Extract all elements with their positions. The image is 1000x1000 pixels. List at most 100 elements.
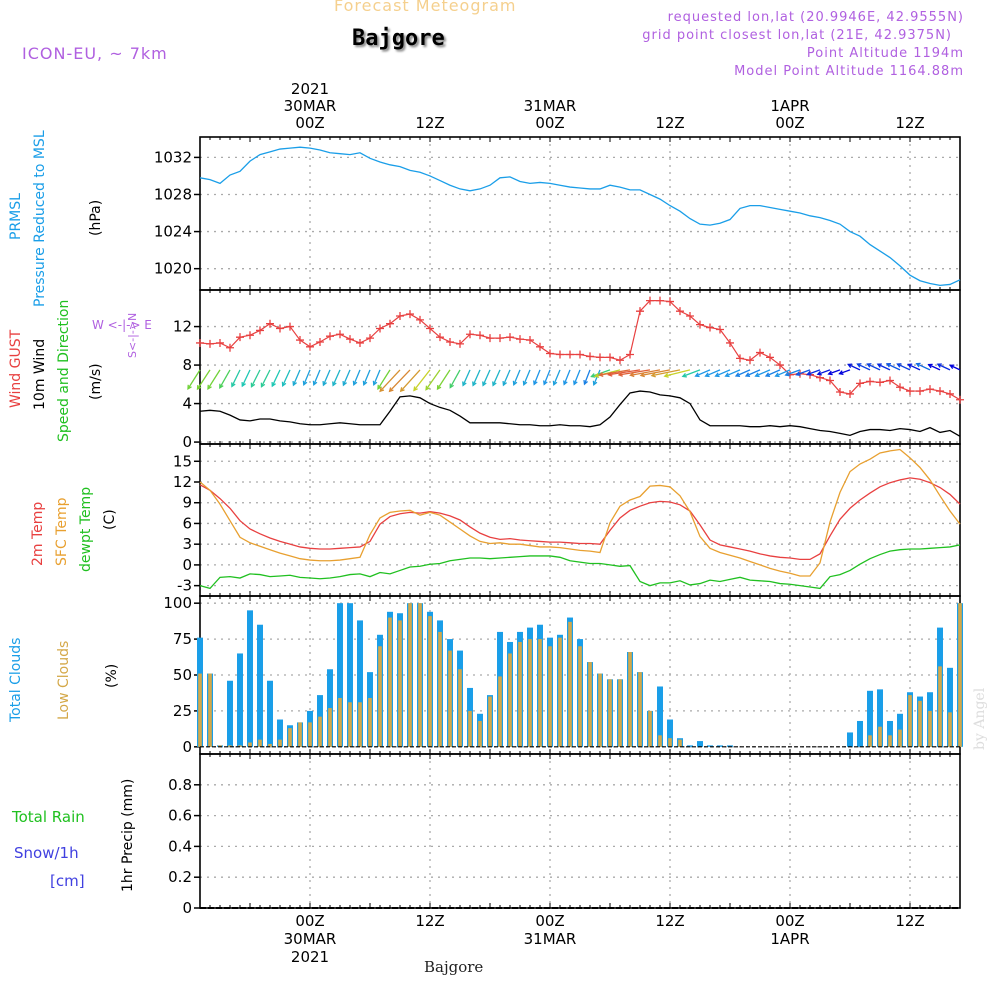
wind-gust-marker [676,307,684,316]
wind-direction-arrow [745,369,761,377]
low-cloud-bar [218,745,222,747]
wind-arrow-head [563,380,568,386]
low-cloud-bar [558,637,562,747]
low-cloud-bar [648,710,652,747]
wind-gust-marker [276,324,284,333]
bottom-time-label: 2021 [291,948,329,966]
wind-direction-arrow [533,369,541,385]
wind-gust-marker [846,389,854,398]
wind-arrow-head [866,363,872,368]
low-cloud-bar [608,679,612,747]
wind-arrow-head [806,371,812,376]
wind-arrow-head [936,363,942,368]
wind-direction-arrow [303,369,311,386]
wind-arrow-head [915,362,921,368]
wind-arrow-head [207,384,212,390]
wind-direction-arrow [839,369,851,375]
wind-direction-arrow [886,363,901,371]
wind-direction-arrow [591,369,611,378]
wind-direction-arrow [425,369,441,391]
wind-gust-marker [896,383,904,392]
wind-gust-marker [906,387,914,396]
wind-gust-marker [746,356,754,365]
total-cloud-bar [717,745,723,747]
low-cloud-bar [598,673,602,747]
wind-gust-marker [836,388,844,397]
wind-gust-marker [946,389,954,398]
precip-ytick-label: 0.6 [168,807,192,825]
top-time-label: 00Z [775,114,804,132]
wind-arrow-head [856,363,862,368]
footer-station-name: Bajgore [424,958,484,976]
temperature-ytick-label: 6 [182,514,192,532]
wind-direction-arrow [599,369,631,376]
meteogram-title: Forecast Meteogram [334,0,517,15]
wind-gust-marker [306,342,314,351]
total-cloud-bar [857,720,863,747]
bottom-time-label: 1APR [770,930,809,948]
wind-direction-arrow [618,369,651,376]
wind-gust-marker [476,331,484,340]
wind-direction-arrow [543,369,551,385]
pressure-ytick-label: 1020 [154,260,192,278]
wind-arrow-head [784,371,790,377]
wind-gust-marker [406,310,414,319]
total-cloud-bar [357,620,363,747]
low-cloud-bar [338,697,342,747]
low-cloud-bar [958,603,962,747]
wind-arrow-head [281,381,287,387]
low-cloud-bar [898,729,902,747]
wind-direction-arrow [725,369,741,377]
wind-arrow-head [593,373,600,378]
wind-direction-arrow [877,363,891,371]
wind-arrow-head [714,372,720,378]
wind-arrow-head [795,371,801,377]
wind-arrow-head [639,372,645,378]
wind-direction-arrow [573,369,581,385]
wind-arrow-head [352,380,358,387]
low-cloud-bar [408,603,412,747]
wind-arrow-head [650,372,656,378]
bottom-time-label: 30MAR [284,930,337,948]
wind-arrow-head [907,363,913,369]
wind-arrow-head [598,372,604,377]
temperature-ytick-label: 9 [182,494,192,512]
wind-arrow-head [231,382,236,388]
wind-direction-arrow [449,369,461,388]
wind-arrow-head [312,380,318,387]
wind-arrow-head [734,372,741,377]
wind-direction-arrow [785,369,801,376]
total-cloud-bar [247,610,253,747]
wind-direction-arrow [250,369,261,387]
wind-direction-arrow [715,369,731,377]
wind-arrow-head [838,370,844,375]
low-cloud-bar [888,735,892,747]
wind-gust-marker [416,315,424,324]
low-cloud-bar [908,695,912,747]
total-cloud-bar [337,603,343,747]
top-time-label: 30MAR [284,97,337,115]
low-cloud-bar [578,646,582,747]
wind-gust-marker [616,356,624,365]
wind-direction-arrow [796,369,811,376]
snow-label: Snow/1h [14,844,79,862]
total-cloud-bar [727,745,733,747]
low-cloud-bar [668,738,672,747]
wind-ytick-label: 0 [182,433,192,451]
wind-arrow-head [816,370,822,376]
wind-direction-arrow [353,369,361,386]
wind-arrow-head [617,371,623,377]
wind-gust-marker [536,342,544,351]
low-cloud-bar [878,726,882,747]
low-cloud-bar [938,666,942,747]
temperature-ytick-label: 12 [173,473,192,491]
clouds-ytick-label: 0 [182,738,192,756]
wind-gust-marker [866,377,874,386]
wind-arrow-head [573,380,578,386]
compass-we-label: W <-|-> E [92,318,152,332]
wind-arrow-head [271,382,276,388]
wind-gust-marker [716,325,724,334]
low-cloud-bar [498,676,502,747]
low-cloud-bar [348,702,352,747]
